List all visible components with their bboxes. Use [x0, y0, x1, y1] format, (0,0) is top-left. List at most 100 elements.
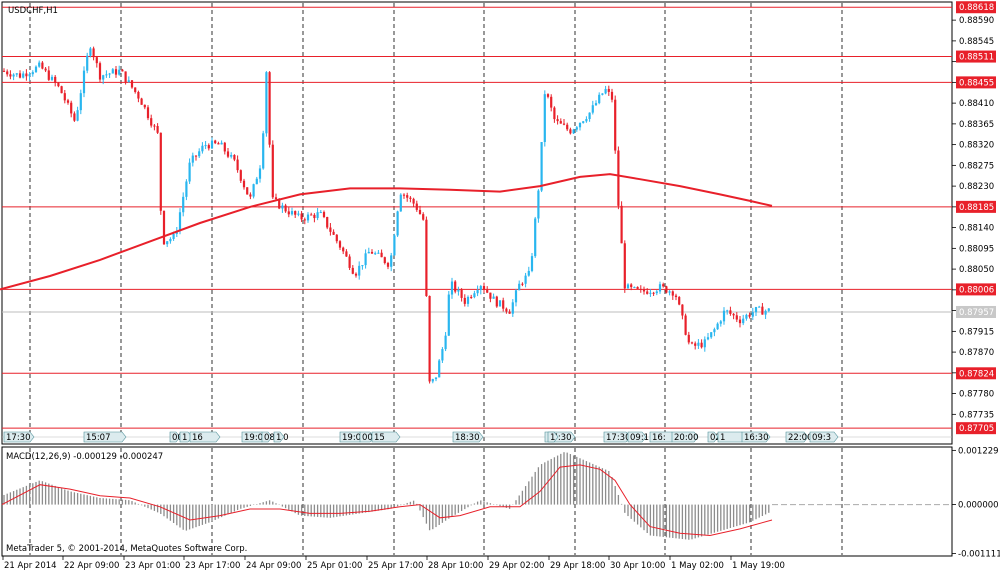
- candle-body: [578, 122, 582, 128]
- candle-body: [332, 231, 335, 235]
- event-tag-label: 20:00: [674, 433, 699, 443]
- candle-body: [364, 253, 367, 266]
- candle-body: [9, 74, 12, 77]
- candle-body: [463, 297, 466, 304]
- level-price-label: 0.88006: [959, 285, 994, 295]
- event-tag-box: [707, 431, 719, 443]
- candle-body: [492, 296, 495, 299]
- candle-body: [143, 104, 146, 108]
- candle-body: [607, 88, 610, 92]
- candle-body: [166, 241, 169, 245]
- candle-body: [684, 315, 687, 335]
- event-tag-box: [741, 431, 771, 443]
- candle-body: [751, 312, 754, 317]
- macd-signal-line: [1, 464, 773, 537]
- macd-label: MACD(12,26,9) -0.000129 -0.000247: [6, 452, 163, 462]
- event-tag-label: 19:00: [244, 433, 269, 443]
- candle-body: [745, 314, 748, 319]
- candle-body: [652, 292, 655, 294]
- candle-body: [153, 125, 156, 127]
- candle-body: [70, 102, 73, 114]
- price-tick-label: 0.88410: [959, 99, 994, 109]
- candle-body: [636, 286, 639, 289]
- candle-body: [319, 212, 322, 214]
- candle-body: [575, 127, 578, 130]
- candle-body: [460, 289, 463, 298]
- candle-body: [703, 339, 706, 348]
- candle-body: [700, 342, 703, 348]
- price-tick-label: 0.87915: [959, 327, 994, 337]
- level-price-label: 0.88455: [959, 78, 994, 88]
- candle-body: [482, 286, 486, 291]
- candle-body: [367, 251, 370, 254]
- candle-body: [530, 256, 534, 271]
- candle-body: [559, 121, 562, 124]
- event-tag-box: [809, 431, 839, 443]
- candle-body: [127, 80, 130, 83]
- candle-body: [662, 284, 665, 287]
- candle-body: [124, 71, 127, 83]
- event-tag-label: 16:30: [744, 433, 769, 443]
- candle-body: [418, 209, 422, 215]
- candle-body: [114, 69, 118, 75]
- candle-body: [665, 286, 668, 293]
- candle-body: [255, 178, 258, 185]
- candle-body: [188, 162, 191, 182]
- macd-tick-label: 0.000000: [958, 501, 999, 511]
- candle-body: [399, 194, 402, 212]
- candle-body: [470, 296, 473, 298]
- vertical-grid: [29, 3, 843, 555]
- time-tick-label: 28 Apr 10:00: [428, 561, 483, 571]
- candle-body: [220, 142, 223, 145]
- candle-body: [754, 307, 758, 313]
- candle-body: [498, 300, 502, 307]
- candle-body: [370, 251, 374, 254]
- candle-body: [201, 145, 204, 152]
- candle-body: [15, 73, 18, 75]
- candle-body: [633, 286, 636, 288]
- candle-body: [422, 214, 425, 220]
- candle-body: [722, 310, 726, 322]
- candle-body: [620, 205, 623, 244]
- price-tick-label: 0.87735: [959, 410, 994, 420]
- candle-body: [335, 234, 338, 242]
- time-tick-label: 21 Apr 2014: [4, 561, 57, 571]
- candle-body: [185, 181, 188, 197]
- candle-body: [569, 129, 572, 134]
- event-tag-label: 16: [192, 433, 203, 443]
- candle-body: [585, 119, 588, 122]
- price-tick-label: 0.87780: [959, 390, 994, 400]
- candle-body: [214, 140, 217, 144]
- candle-body: [230, 155, 233, 157]
- current-price-label: 0.87957: [959, 308, 994, 318]
- candle-body: [342, 247, 345, 252]
- candle-body: [290, 211, 294, 215]
- event-tag-box: [83, 431, 127, 443]
- candle-body: [377, 252, 380, 254]
- price-tick-label: 0.88050: [959, 265, 994, 275]
- event-tags: 17:3015:070011619:0008:00119:0000:001518…: [2, 431, 952, 443]
- candle-body: [300, 213, 303, 220]
- candle-body: [604, 88, 607, 94]
- candle-body: [326, 217, 329, 228]
- moving-average: [0, 173, 773, 291]
- candle-body: [729, 310, 732, 314]
- candle-body: [258, 168, 262, 179]
- candle-body: [374, 253, 377, 255]
- candle-body: [47, 70, 50, 80]
- macd-panel: 0.001229 0.000000 -0.001111: [1, 446, 1000, 560]
- candle-body: [262, 133, 265, 169]
- candle-body: [623, 243, 626, 289]
- candle-body: [748, 314, 751, 317]
- candle-body: [281, 205, 284, 209]
- candle-body: [649, 292, 652, 294]
- candle-body: [716, 323, 719, 330]
- time-tick-label: 25 Apr 01:00: [307, 561, 362, 571]
- candle-body: [169, 238, 172, 242]
- price-tick-label: 0.88365: [959, 120, 994, 130]
- candle-body: [329, 227, 332, 232]
- candle-body: [182, 196, 185, 213]
- event-tag-box: [261, 431, 273, 443]
- event-tag-box: [547, 431, 559, 443]
